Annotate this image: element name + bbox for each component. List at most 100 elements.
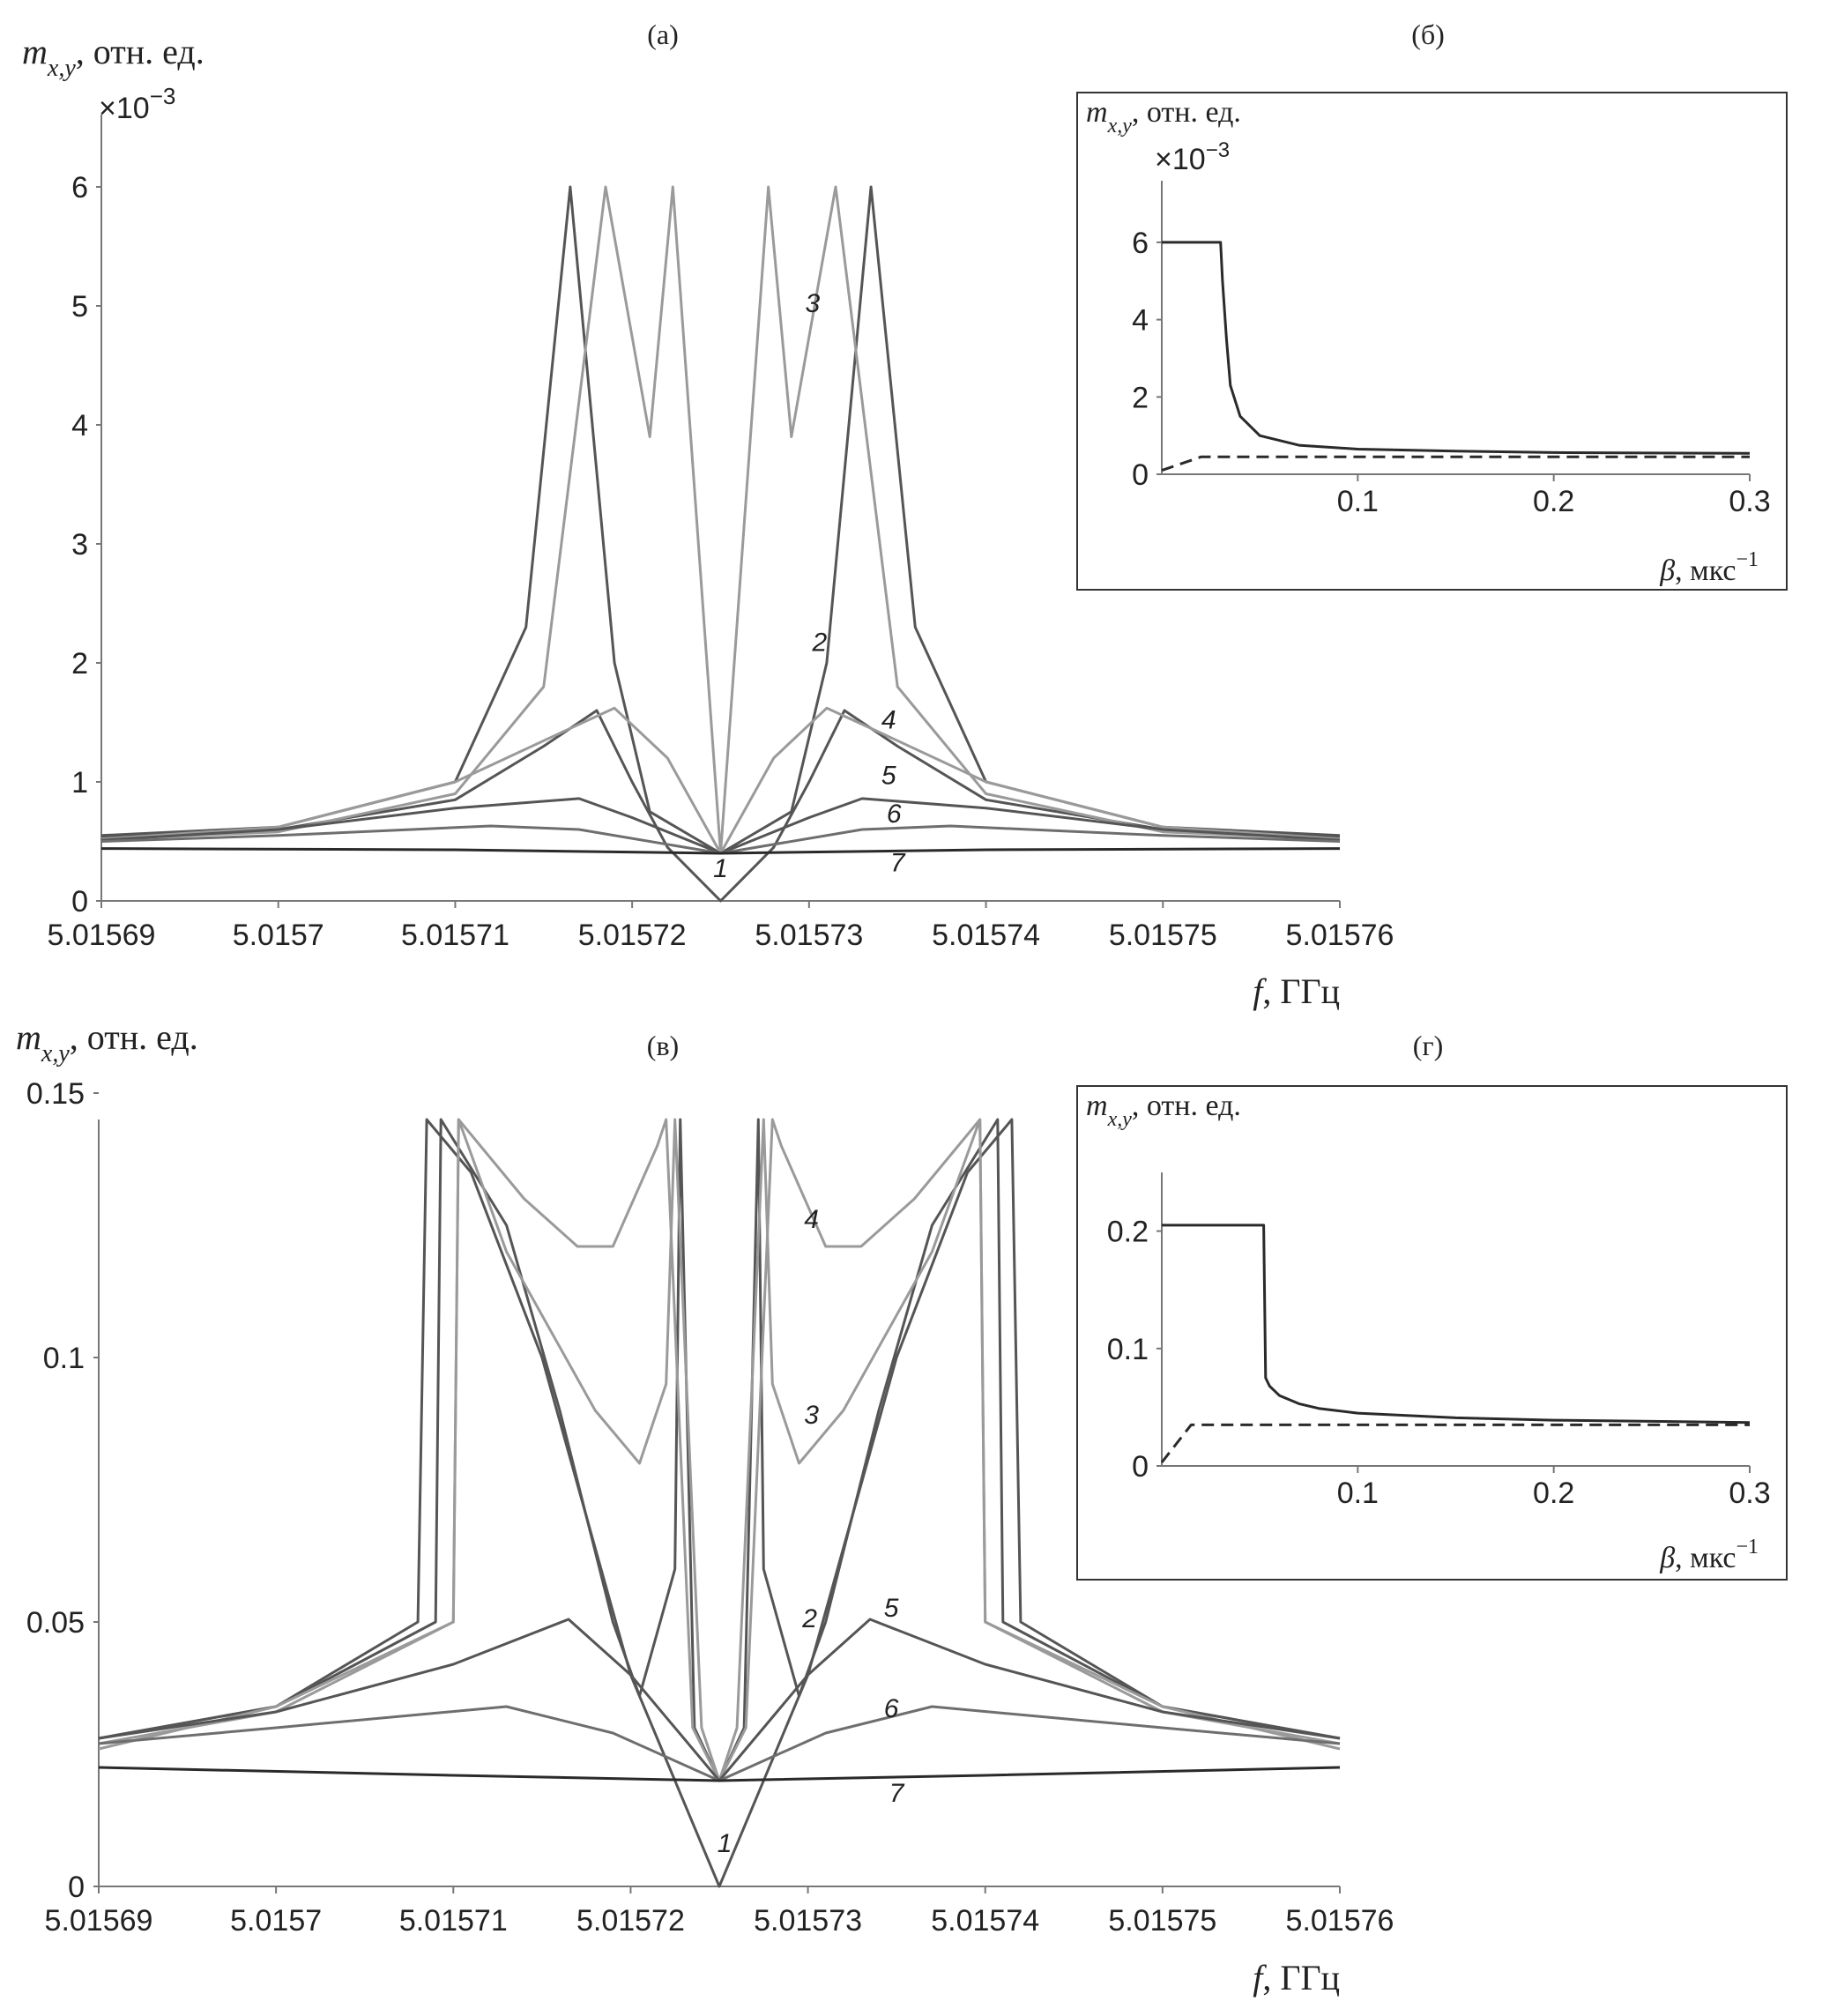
panel-c-ticks: 5.01569 5.0157 5.01571 5.01572 5.01573 5.0157…	[26, 1077, 1394, 1938]
panel-b-ticks: 0.1 0.2 0.3 0 2 4 6	[1132, 227, 1771, 518]
panel-a-x-tick-label: 5.01571	[401, 919, 509, 952]
panel-d-xlabel-exp: −1	[1736, 1536, 1759, 1558]
panel-b-series-dashed-1-line	[1161, 455, 1750, 472]
panel-b-ylabel-main: m	[1086, 96, 1108, 129]
panel-d-x-tick-label: 0.1	[1337, 1477, 1379, 1510]
panel-a-ylabel-unit: , отн. ед.	[76, 32, 205, 71]
panel-b-xlabel: β, мкс−1	[1659, 548, 1759, 587]
panel-b-label: (б)	[1411, 19, 1445, 50]
panel-c-y-tick-label: 0	[68, 1871, 85, 1904]
panel-a-series-3-line	[100, 185, 1341, 855]
panel-b-x-tick-label: 0.2	[1533, 485, 1574, 518]
panel-a-y-tick-label: 3	[71, 528, 88, 562]
panel-a-ylabel: mx,y, отн. ед.	[22, 32, 205, 82]
panel-b-ylabel-sub: x,y	[1107, 115, 1133, 138]
panel-d-series-dashed-1-line	[1160, 1423, 1750, 1463]
panel-b-multiplier-base: ×10	[1155, 143, 1206, 176]
panel-c-xlabel-unit: , ГГц	[1262, 1958, 1340, 1997]
panel-c-series-1-line	[98, 1118, 1341, 1888]
panel-d-ticks: 0.1 0.2 0.3 0 0.1 0.2	[1107, 1216, 1771, 1510]
panel-d-ylabel-sub: x,y	[1107, 1108, 1133, 1131]
panel-d-x-tick-label: 0.3	[1729, 1477, 1770, 1510]
panel-c-ylabel: mx,y, отн. ед.	[16, 1017, 198, 1068]
panel-a-curve-label: 7	[890, 848, 906, 877]
panel-b-multiplier-exp: −3	[1206, 138, 1230, 162]
panel-b-y-tick-label: 6	[1132, 227, 1149, 260]
panel-b: (б) mx,y, отн. ед. ×10−3 0.1 0.2 0.3 0 2 4 6 β…	[1076, 19, 1788, 591]
panel-a-ylabel-main: m	[22, 32, 48, 71]
panel-c-x-tick-label: 5.01574	[931, 1904, 1039, 1938]
panel-a-curve-label: 4	[881, 705, 896, 734]
panel-a-curves	[100, 185, 1341, 903]
panel-b-ylabel: mx,y, отн. ед.	[1086, 96, 1241, 138]
panel-c-y-tick-label: 0.15	[26, 1077, 85, 1111]
panel-a-x-tick-label: 5.01575	[1109, 919, 1217, 952]
panel-c-x-tick-label: 5.0157	[230, 1904, 322, 1938]
panel-c-ylabel-unit: , отн. ед.	[70, 1017, 198, 1057]
panel-c-xlabel: f, ГГц	[1253, 1958, 1340, 1997]
panel-a-y-tick-label: 6	[71, 171, 88, 205]
panel-d-xlabel-unit: , мкс	[1675, 1542, 1736, 1574]
panel-c-series-7-line	[98, 1766, 1341, 1782]
panel-c-series-6-line	[98, 1705, 1341, 1782]
panel-a-x-tick-label: 5.01574	[932, 919, 1040, 952]
panel-c: (в) mx,y, отн. ед. 5.01569 5.0157 5.01571 5…	[16, 1017, 1394, 1997]
panel-c-curve-label: 6	[884, 1694, 899, 1723]
panel-c-x-tick-label: 5.01571	[399, 1904, 508, 1938]
panel-a-y-tick-label: 5	[71, 290, 88, 324]
panel-d-curves	[1160, 1224, 1751, 1463]
panel-c-x-tick-label: 5.01576	[1286, 1904, 1394, 1938]
panel-a-x-tick-label: 5.01569	[48, 919, 156, 952]
panel-c-x-tick-label: 5.01575	[1108, 1904, 1216, 1938]
panel-c-y-tick-label: 0.05	[26, 1606, 85, 1640]
panel-c-y-tick-label: 0.1	[43, 1342, 85, 1375]
panel-d: (г) mx,y, отн. ед. 0.1 0.2 0.3 0 0.1 0.2 β, м…	[1076, 1030, 1788, 1581]
panel-a-curve-label: 3	[806, 289, 821, 318]
panel-b-y-tick-label: 4	[1132, 304, 1149, 338]
panel-c-series-3-line	[98, 1118, 1341, 1782]
panel-c-curve-label: 4	[804, 1205, 819, 1234]
panel-c-ylabel-sub: x,y	[41, 1040, 70, 1068]
panel-c-x-tick-label: 5.01573	[754, 1904, 862, 1938]
panel-b-multiplier: ×10−3	[1155, 138, 1230, 176]
panel-b-xlabel-unit: , мкс	[1675, 554, 1736, 587]
panel-a-series-7-line	[100, 847, 1341, 855]
panel-a-x-tick-label: 5.0157	[233, 919, 324, 952]
panel-a-multiplier-exp: −3	[150, 83, 176, 109]
panel-d-frame	[1076, 1085, 1788, 1581]
panel-a-series-2-line	[100, 185, 1341, 855]
panel-a-y-tick-label: 4	[71, 409, 88, 443]
panel-c-curve-label: 1	[718, 1829, 733, 1858]
panel-b-xlabel-var: β	[1659, 554, 1675, 587]
panel-a-xlabel-unit: , ГГц	[1262, 971, 1340, 1011]
panel-c-curve-label: 3	[804, 1401, 819, 1430]
panel-a-label: (а)	[647, 19, 679, 50]
panel-a-curve-labels: 1 2 3 4 5 6 7	[713, 289, 906, 883]
panel-d-ylabel-unit: , отн. ед.	[1132, 1090, 1241, 1122]
panel-b-ylabel-unit: , отн. ед.	[1132, 96, 1241, 129]
panel-a-curve-label: 6	[887, 800, 902, 829]
panel-d-y-tick-label: 0.1	[1107, 1333, 1149, 1366]
panel-a-x-tick-label: 5.01576	[1286, 919, 1394, 952]
panel-b-series-solid-0-line	[1162, 241, 1751, 455]
panel-c-x-tick-label: 5.01572	[576, 1904, 685, 1938]
panel-a-multiplier-base: ×10	[99, 92, 150, 125]
panel-a-x-tick-label: 5.01572	[578, 919, 687, 952]
panel-d-x-tick-label: 0.2	[1533, 1477, 1574, 1510]
panel-b-x-tick-label: 0.1	[1337, 485, 1379, 518]
panel-a-multiplier: ×10−3	[99, 83, 175, 125]
panel-d-xlabel: β, мкс−1	[1659, 1536, 1759, 1574]
panel-c-label: (в)	[647, 1030, 679, 1061]
panel-d-series-solid-0-line	[1162, 1224, 1751, 1425]
panel-b-y-tick-label: 0	[1132, 458, 1149, 492]
panel-a-curve-label: 2	[812, 629, 828, 658]
panel-d-xlabel-var: β	[1659, 1542, 1675, 1574]
panel-a-ticks: 5.01569 5.0157 5.01571 5.01572 5.01573 5.0157…	[48, 171, 1394, 952]
panel-a-y-tick-label: 1	[71, 766, 88, 800]
panel-a-x-tick-label: 5.01573	[755, 919, 863, 952]
panel-d-label: (г)	[1413, 1030, 1443, 1061]
panel-d-ylabel: mx,y, отн. ед.	[1086, 1090, 1241, 1131]
panel-c-curve-labels: 1 2 3 4 5 6 7	[718, 1205, 905, 1858]
panel-b-xlabel-exp: −1	[1736, 548, 1759, 571]
panel-d-y-tick-label: 0	[1132, 1450, 1149, 1484]
